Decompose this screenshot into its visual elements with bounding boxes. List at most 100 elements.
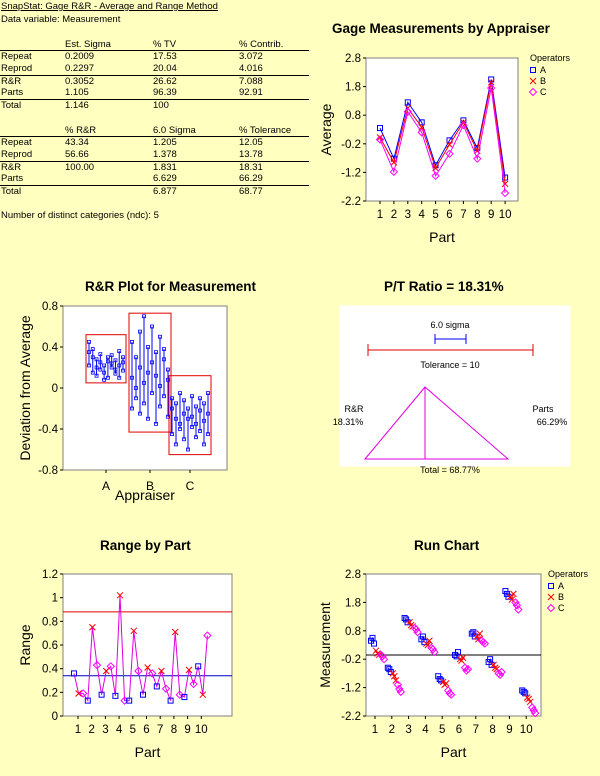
run-data-point xyxy=(436,676,443,683)
rr-data-point xyxy=(87,339,91,344)
gage-data-point xyxy=(375,135,385,144)
run-chart-title: Run Chart xyxy=(414,538,480,553)
x-marker-stroke xyxy=(487,78,495,86)
gage-xtick-label: 2 xyxy=(391,209,397,221)
gage-data-point xyxy=(486,83,496,93)
run-xtick-label: 8 xyxy=(489,724,495,736)
gage-ytick-label: 1.8 xyxy=(345,82,361,94)
rr-data-point xyxy=(194,435,198,440)
rr-data-point xyxy=(102,363,107,368)
table-cell: 3.072 xyxy=(239,51,263,62)
range-data-point xyxy=(195,663,202,670)
table-cell: 12.05 xyxy=(239,137,263,148)
range-xtick-label: 10 xyxy=(195,724,208,736)
gage-data-point xyxy=(404,99,411,106)
x-marker-stroke xyxy=(390,672,398,680)
rr-data-point xyxy=(182,437,186,442)
run-ytick-label: 1.8 xyxy=(345,597,361,609)
table-row: Repeat 43.34 1.205 12.05 xyxy=(0,137,309,149)
rr-range-box xyxy=(128,312,172,433)
rr-data-point xyxy=(190,414,194,419)
gage-xtick-label: 3 xyxy=(405,209,411,221)
pt-parts-value: 66.29% xyxy=(537,417,568,427)
x-marker-stroke xyxy=(392,677,400,684)
rr-data-point xyxy=(138,329,142,334)
run-data-point xyxy=(428,645,438,654)
run-ytick-label: -1.2 xyxy=(341,683,361,695)
rr-data-point xyxy=(198,408,202,413)
run-data-point xyxy=(392,677,400,684)
table-row: Reprod 56.66 1.378 13.78 xyxy=(0,149,309,161)
run-legend-marker xyxy=(547,593,555,601)
run-data-point xyxy=(387,668,394,675)
rr-data-point xyxy=(113,367,118,372)
range-data-point xyxy=(171,628,179,636)
rr-data-point xyxy=(134,396,138,401)
table-cell: 0.3052 xyxy=(64,74,152,88)
table-cell: 96.39 xyxy=(153,87,177,99)
table-cell: Reprod xyxy=(1,148,33,160)
run-data-point xyxy=(511,598,520,607)
variance-components-table: Est. Sigma % TV % Contrib. Repeat 0.2009 1… xyxy=(0,38,309,112)
gage-x-axis-label: Part xyxy=(429,229,455,245)
rr-data-point xyxy=(166,367,170,372)
range-data-point xyxy=(147,669,157,678)
run-ytick-label: 0.8 xyxy=(345,626,361,638)
rr-data-point xyxy=(102,377,107,382)
table-row: Total 6.877 68.77 xyxy=(0,185,309,198)
gage-legend-marker xyxy=(528,87,538,97)
range-data-point xyxy=(185,666,193,674)
table-cell: 92.91 xyxy=(239,87,263,99)
rr-data-point xyxy=(109,353,114,358)
gage-xtick-label: 1 xyxy=(377,209,383,221)
rr-data-point xyxy=(182,398,186,403)
rr-data-point xyxy=(121,360,125,365)
range-series-line xyxy=(73,595,208,703)
range-xtick-label: 2 xyxy=(88,724,94,736)
rr-data-point xyxy=(190,425,194,429)
table-row: Total 1.146 100 xyxy=(0,99,309,112)
rr-data-point xyxy=(94,373,99,378)
run-legend-label: B xyxy=(558,592,564,602)
table-cell: Total xyxy=(0,185,64,198)
run-data-point xyxy=(530,708,540,718)
run-xtick-label: 7 xyxy=(473,724,479,736)
run-data-point xyxy=(476,630,484,637)
range-ytick-label: 0.6 xyxy=(42,640,58,652)
x-marker-stroke xyxy=(442,679,450,687)
table-cell: 6.629 xyxy=(153,173,177,185)
rr-data-point xyxy=(154,350,158,355)
rr-range-box xyxy=(85,334,127,384)
run-data-point xyxy=(393,680,403,689)
table-row: R&R 100.00 1.831 18.31 xyxy=(0,160,309,174)
gage-xtick-label: 8 xyxy=(474,209,480,221)
rr-data-point xyxy=(105,359,110,364)
rr-data-point xyxy=(154,373,158,378)
rr-data-point xyxy=(206,391,210,396)
rr-data-point xyxy=(174,442,178,447)
rr-data-point xyxy=(146,416,150,421)
run-xtick-label: 5 xyxy=(439,724,445,736)
rr-data-point xyxy=(178,421,182,426)
range-data-point xyxy=(130,627,138,635)
run-ytick-label: -0.2 xyxy=(341,654,361,666)
gage-data-point xyxy=(418,119,425,126)
range-xtick-label: 7 xyxy=(157,724,163,736)
table-cell: 1.831 xyxy=(152,160,238,174)
rr-data-point xyxy=(105,355,110,360)
rr-chart-title: R&R Plot for Measurement xyxy=(85,279,257,294)
run-data-point xyxy=(396,687,406,697)
rr-data-point xyxy=(174,416,178,421)
range-y-axis-label: Range xyxy=(17,624,33,665)
rr-xtick-label: A xyxy=(102,479,110,493)
run-data-point xyxy=(487,656,494,663)
rr-data-point xyxy=(166,377,170,382)
range-data-point xyxy=(89,623,96,631)
rr-xtick-label: C xyxy=(186,479,195,493)
x-marker-stroke xyxy=(426,637,433,645)
gage-series-line xyxy=(379,87,506,194)
run-legend-label: A xyxy=(558,581,564,591)
gage-data-point xyxy=(500,188,510,198)
x-marker-stroke xyxy=(446,141,453,149)
rr-data-point xyxy=(98,360,103,365)
